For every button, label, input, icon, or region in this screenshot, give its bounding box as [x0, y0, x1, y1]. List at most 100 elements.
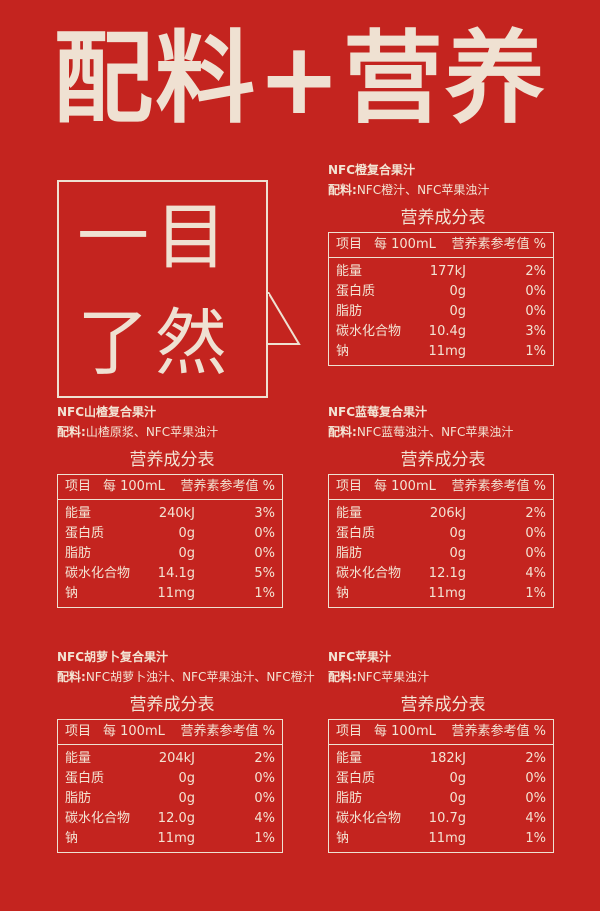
- table-row: 脂肪 0g 0%: [336, 789, 546, 809]
- nutrient-name: 脂肪: [336, 304, 363, 319]
- nutrition-table-title: 营养成分表: [129, 695, 215, 715]
- table-row: 钠 11mg 1%: [65, 829, 275, 849]
- nutrition-table: 项目 每 100mL 营养素参考值 % 能量 240kJ 3% 蛋白质 0g 0…: [57, 474, 283, 608]
- nutrient-nrv: 1%: [254, 831, 275, 846]
- nutrient-name: 蛋白质: [336, 526, 376, 541]
- nutrient-nrv: 3%: [525, 324, 546, 339]
- nutrient-name: 脂肪: [65, 546, 92, 561]
- table-row: 能量 240kJ 3%: [65, 504, 275, 524]
- nutrient-amount: 14.1g: [157, 566, 195, 581]
- table-row: 钠 11mg 1%: [65, 584, 275, 604]
- nutrient-amount: 11mg: [157, 586, 195, 601]
- nutrient-name: 能量: [65, 751, 92, 766]
- nutrient-nrv: 4%: [525, 566, 546, 581]
- table-row: 碳水化合物 10.7g 4%: [336, 809, 546, 829]
- nutrient-nrv: 2%: [525, 506, 546, 521]
- nutrient-amount: 0g: [178, 771, 195, 786]
- header-item: 项目: [65, 724, 92, 739]
- product-card: NFC蓝莓复合果汁 配料:NFC蓝莓浊汁、NFC苹果浊汁 营养成分表 项目 每 …: [328, 402, 558, 608]
- nutrient-name: 钠: [336, 344, 350, 359]
- product-card: NFC胡萝卜复合果汁 配料:NFC胡萝卜浊汁、NFC苹果浊汁、NFC橙汁 营养成…: [57, 647, 315, 853]
- product-name: NFC山楂复合果汁: [57, 405, 157, 419]
- nutrition-table-title: 营养成分表: [129, 450, 215, 470]
- nutrition-table: 项目 每 100mL 营养素参考值 % 能量 206kJ 2% 蛋白质 0g 0…: [328, 474, 554, 608]
- nutrient-name: 钠: [65, 831, 79, 846]
- ingredient-label: 配料:: [328, 670, 357, 684]
- nutrient-nrv: 0%: [254, 526, 275, 541]
- nutrition-table-title: 营养成分表: [400, 695, 486, 715]
- table-row: 能量 206kJ 2%: [336, 504, 546, 524]
- nutrient-name: 能量: [65, 506, 92, 521]
- page-title: 配料+营养: [53, 20, 547, 137]
- header-per-100ml: 每 100mL: [374, 724, 436, 739]
- ingredients: 配料:NFC胡萝卜浊汁、NFC苹果浊汁、NFC橙汁: [57, 667, 315, 687]
- nutrient-name: 碳水化合物: [65, 566, 131, 581]
- nutrient-name: 钠: [336, 831, 350, 846]
- nutrient-amount: 11mg: [428, 586, 466, 601]
- table-row: 蛋白质 0g 0%: [336, 524, 546, 544]
- nutrition-table: 项目 每 100mL 营养素参考值 % 能量 177kJ 2% 蛋白质 0g 0…: [328, 232, 554, 366]
- nutrient-amount: 10.7g: [428, 811, 466, 826]
- nutrient-amount: 206kJ: [429, 506, 466, 521]
- table-row: 蛋白质 0g 0%: [336, 282, 546, 302]
- ingredient-list: NFC橙汁、NFC苹果浊汁: [356, 183, 490, 197]
- table-row: 脂肪 0g 0%: [336, 544, 546, 564]
- product-name: NFC橙复合果汁: [328, 163, 416, 177]
- nutrient-nrv: 1%: [525, 831, 546, 846]
- nutrient-nrv: 0%: [525, 284, 546, 299]
- product-card: NFC山楂复合果汁 配料:山楂原浆、NFC苹果浊汁 营养成分表 项目 每 100…: [57, 402, 287, 608]
- table-row: 蛋白质 0g 0%: [65, 769, 275, 789]
- nutrient-nrv: 0%: [525, 304, 546, 319]
- nutrient-nrv: 4%: [254, 811, 275, 826]
- table-header: 项目 每 100mL 营养素参考值 %: [58, 720, 282, 745]
- header-item: 项目: [336, 724, 363, 739]
- ingredient-list: NFC蓝莓浊汁、NFC苹果浊汁: [356, 425, 514, 439]
- header-item: 项目: [65, 479, 92, 494]
- nutrient-nrv: 4%: [525, 811, 546, 826]
- nutrient-name: 碳水化合物: [336, 566, 402, 581]
- product-name: NFC蓝莓复合果汁: [328, 405, 428, 419]
- header-nrv: 营养素参考值 %: [451, 479, 547, 494]
- nutrient-name: 能量: [336, 264, 363, 279]
- nutrient-nrv: 1%: [525, 344, 546, 359]
- ingredients: 配料:山楂原浆、NFC苹果浊汁: [57, 422, 287, 442]
- ingredient-list: 山楂原浆、NFC苹果浊汁: [85, 425, 219, 439]
- table-header: 项目 每 100mL 营养素参考值 %: [58, 475, 282, 500]
- nutrient-amount: 0g: [449, 771, 466, 786]
- table-row: 碳水化合物 12.1g 4%: [336, 564, 546, 584]
- table-row: 碳水化合物 12.0g 4%: [65, 809, 275, 829]
- table-row: 蛋白质 0g 0%: [336, 769, 546, 789]
- nutrient-name: 能量: [336, 506, 363, 521]
- ingredients: 配料:NFC橙汁、NFC苹果浊汁: [328, 180, 558, 200]
- ingredient-label: 配料:: [328, 183, 357, 197]
- table-row: 脂肪 0g 0%: [336, 302, 546, 322]
- nutrient-nrv: 2%: [254, 751, 275, 766]
- nutrient-name: 碳水化合物: [336, 324, 402, 339]
- nutrient-name: 钠: [336, 586, 350, 601]
- nutrient-nrv: 0%: [525, 526, 546, 541]
- table-row: 钠 11mg 1%: [336, 342, 546, 362]
- bubble-line-2: 了然: [77, 301, 234, 385]
- header-per-100ml: 每 100mL: [103, 724, 165, 739]
- table-row: 脂肪 0g 0%: [65, 544, 275, 564]
- nutrient-name: 能量: [336, 751, 363, 766]
- header-per-100ml: 每 100mL: [103, 479, 165, 494]
- nutrient-amount: 0g: [449, 304, 466, 319]
- product-name: NFC苹果汁: [328, 650, 392, 664]
- product-name: NFC胡萝卜复合果汁: [57, 650, 169, 664]
- nutrient-nrv: 5%: [254, 566, 275, 581]
- header-per-100ml: 每 100mL: [374, 479, 436, 494]
- header-nrv: 营养素参考值 %: [451, 237, 547, 252]
- nutrition-table: 项目 每 100mL 营养素参考值 % 能量 182kJ 2% 蛋白质 0g 0…: [328, 719, 554, 853]
- nutrition-table-title: 营养成分表: [400, 450, 486, 470]
- ingredient-list: NFC苹果浊汁: [356, 670, 430, 684]
- nutrition-table: 项目 每 100mL 营养素参考值 % 能量 204kJ 2% 蛋白质 0g 0…: [57, 719, 283, 853]
- ingredients: 配料:NFC蓝莓浊汁、NFC苹果浊汁: [328, 422, 558, 442]
- nutrient-name: 脂肪: [65, 791, 92, 806]
- nutrient-name: 碳水化合物: [65, 811, 131, 826]
- header-per-100ml: 每 100mL: [374, 237, 436, 252]
- nutrient-name: 脂肪: [336, 791, 363, 806]
- product-card: NFC橙复合果汁 配料:NFC橙汁、NFC苹果浊汁 营养成分表 项目 每 100…: [328, 160, 558, 366]
- nutrient-name: 蛋白质: [336, 771, 376, 786]
- table-row: 碳水化合物 10.4g 3%: [336, 322, 546, 342]
